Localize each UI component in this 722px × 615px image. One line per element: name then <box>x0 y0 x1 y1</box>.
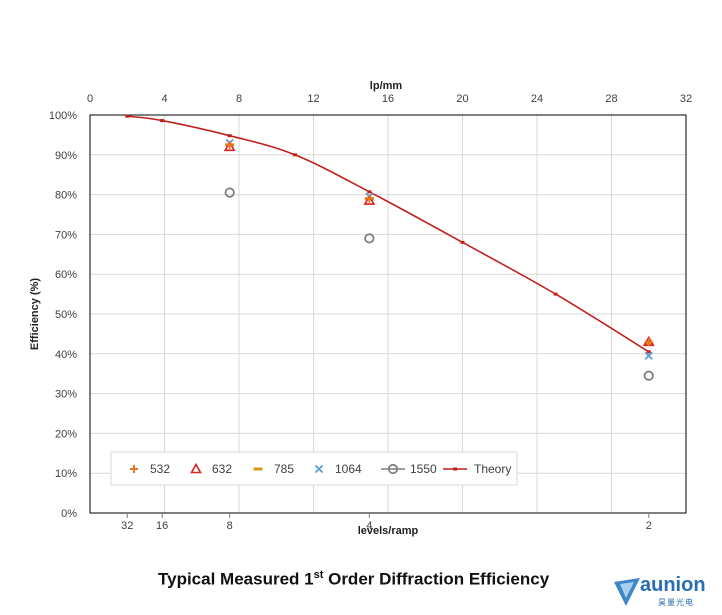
bottom-x-tick-label: 16 <box>156 520 168 532</box>
figure-caption: Typical Measured 1st Order Diffraction E… <box>158 569 549 590</box>
legend-marker-1550 <box>387 463 399 475</box>
y-tick-label: 40% <box>55 349 77 361</box>
y-tick-label: 90% <box>55 150 77 162</box>
legend-item-532: 532 <box>130 462 170 476</box>
legend-label-532: 532 <box>150 462 170 476</box>
theory-point <box>160 119 165 123</box>
theory-point <box>553 292 558 296</box>
y-tick-label: 100% <box>49 110 77 122</box>
y-tick-label: 10% <box>55 468 77 480</box>
y-tick-label: 30% <box>55 389 77 401</box>
top-x-tick-label: 24 <box>531 93 543 105</box>
bottom-x-tick-label: 32 <box>121 520 133 532</box>
bottom-x-tick-label: 8 <box>227 520 233 532</box>
legend-label-theory: Theory <box>474 462 511 476</box>
top-x-tick-label: 0 <box>87 93 93 105</box>
data-point-1550 <box>224 187 235 198</box>
legend-label-632: 632 <box>212 462 232 476</box>
data-point-1550 <box>643 370 654 381</box>
y-tick-label: 20% <box>55 428 77 440</box>
bottom-axis-title: levels/ramp <box>358 525 419 537</box>
caption-rest: Order Diffraction Efficiency <box>323 569 550 589</box>
y-axis-title: Efficiency (%) <box>29 278 41 350</box>
theory-point <box>460 240 465 244</box>
top-x-tick-label: 16 <box>382 93 394 105</box>
grid <box>90 115 686 513</box>
legend-marker-532 <box>130 465 138 473</box>
bottom-axis-ticks: 32 16 8 4 2 <box>121 513 652 532</box>
top-axis-title: lp/mm <box>370 80 403 92</box>
theory-point <box>227 134 232 138</box>
bottom-x-tick-label: 2 <box>646 520 652 532</box>
top-x-tick-label: 4 <box>161 93 167 105</box>
legend-marker-1064 <box>314 464 324 474</box>
chart: 0% 10% 20% 30% 40% 50% 60% 70% 80% 90% 100% 0 4 8 12 1… <box>29 80 692 537</box>
y-tick-label: 50% <box>55 309 77 321</box>
legend-item-theory: Theory <box>443 462 511 476</box>
top-x-tick-label: 8 <box>236 93 242 105</box>
plot-area <box>89 114 687 514</box>
brand-logo: aunion 昊量光电 <box>612 572 717 612</box>
legend-item-632: 632 <box>190 462 232 476</box>
series-theory <box>125 114 651 354</box>
data-point-1550 <box>364 233 375 244</box>
top-x-tick-label: 12 <box>307 93 319 105</box>
y-tick-label: 60% <box>55 269 77 281</box>
data-point-532 <box>365 194 374 203</box>
logo-mark-icon <box>614 578 640 606</box>
theory-point <box>646 350 651 354</box>
legend-marker-theory <box>453 467 457 471</box>
legend-marker-632 <box>190 462 202 474</box>
caption-sup: st <box>313 569 324 581</box>
top-axis-ticks: 0 4 8 12 16 20 24 28 32 <box>87 93 692 105</box>
legend-item-785: 785 <box>253 462 294 476</box>
legend: 532 632 785 1064 1550 Theory <box>110 451 518 486</box>
top-x-tick-label: 28 <box>605 93 617 105</box>
theory-point <box>125 114 130 118</box>
legend-label-785: 785 <box>274 462 294 476</box>
data-point-632 <box>223 140 236 152</box>
legend-item-1550: 1550 <box>381 462 437 476</box>
logo-word: aunion <box>640 574 706 596</box>
theory-point <box>367 190 372 194</box>
logo-subtext: 昊量光电 <box>658 598 694 607</box>
legend-label-1550: 1550 <box>410 462 437 476</box>
bottom-x-tick-label: 4 <box>366 520 372 532</box>
series-532 <box>225 140 653 346</box>
series-1064 <box>225 138 653 360</box>
series-layer <box>125 114 655 381</box>
data-point-632 <box>363 194 376 205</box>
top-x-tick-label: 32 <box>680 93 692 105</box>
top-x-tick-label: 20 <box>456 93 468 105</box>
series-1550 <box>224 187 654 381</box>
legend-label-1064: 1064 <box>335 462 362 476</box>
data-point-1064 <box>644 351 653 360</box>
data-point-532 <box>225 140 234 149</box>
data-point-532 <box>644 337 653 346</box>
y-tick-label: 0% <box>61 508 77 520</box>
caption-main: Typical Measured 1 <box>158 569 314 589</box>
y-tick-label: 80% <box>55 190 77 202</box>
y-axis-ticks: 0% 10% 20% 30% 40% 50% 60% 70% 80% 90% 100% <box>49 110 77 520</box>
theory-point <box>292 153 297 157</box>
y-tick-label: 70% <box>55 229 77 241</box>
legend-item-1064: 1064 <box>314 462 362 476</box>
